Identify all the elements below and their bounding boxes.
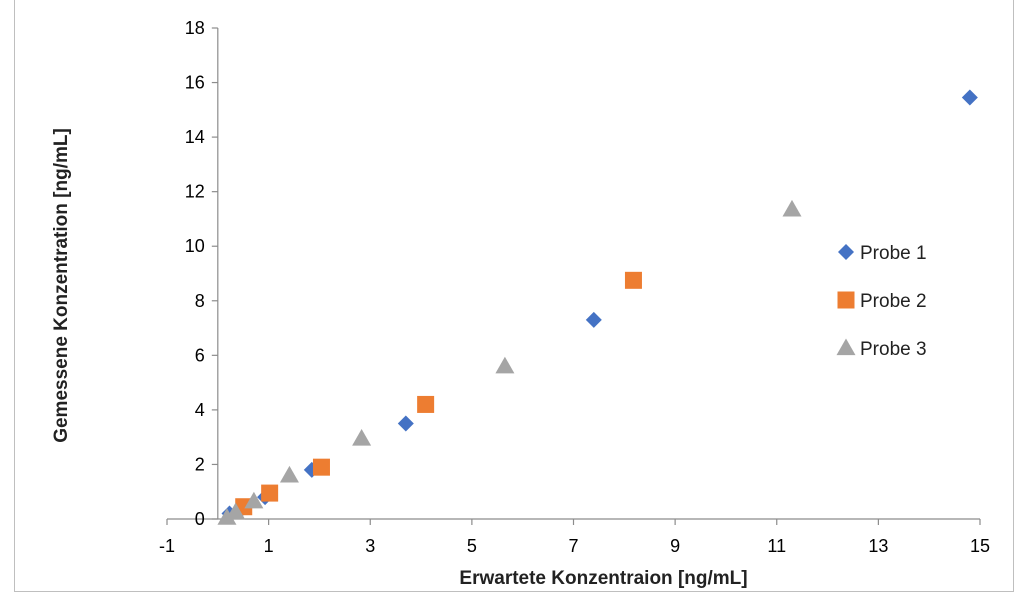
y-tick-label: 4 — [195, 400, 205, 420]
data-point-series-2 — [261, 484, 279, 502]
x-tick-label: 7 — [568, 536, 578, 556]
data-point-series-3 — [495, 356, 515, 374]
y-tick-label: 0 — [195, 509, 205, 529]
x-tick-label: 3 — [365, 536, 375, 556]
data-point-series-1 — [397, 415, 414, 432]
x-tick-label: 15 — [970, 536, 990, 556]
y-tick-label: 10 — [185, 236, 205, 256]
data-point-series-1 — [961, 89, 978, 106]
data-point-series-3 — [244, 491, 264, 509]
y-tick-label: 8 — [195, 291, 205, 311]
x-tick-label: 9 — [670, 536, 680, 556]
x-tick-label: 1 — [264, 536, 274, 556]
data-point-series-3 — [352, 429, 372, 446]
legend-label-series-2: Probe 2 — [860, 291, 927, 312]
data-point-series-3 — [782, 199, 802, 217]
x-tick-label: 13 — [868, 536, 888, 556]
x-tick-label: -1 — [159, 536, 175, 556]
legend-marker-series-1 — [838, 244, 854, 260]
x-tick-label: 11 — [767, 536, 786, 556]
y-tick-label: 14 — [185, 127, 205, 147]
data-point-series-3 — [217, 508, 237, 525]
y-axis-title: Gemessene Konzentration [ng/mL] — [51, 128, 72, 443]
x-tick-label: 5 — [467, 536, 477, 556]
legend-marker-series-3 — [836, 338, 856, 356]
data-point-series-3 — [279, 465, 299, 483]
y-tick-label: 6 — [195, 345, 205, 365]
x-axis-title: Erwartete Konzentraion [ng/mL] — [459, 568, 747, 589]
legend-marker-series-2 — [837, 291, 855, 309]
y-tick-label: 16 — [185, 73, 205, 93]
y-tick-label: 2 — [195, 454, 205, 474]
data-point-series-2 — [624, 271, 642, 289]
legend-label-series-1: Probe 1 — [860, 243, 927, 264]
data-point-series-1 — [585, 311, 602, 328]
y-tick-label: 18 — [185, 18, 205, 38]
data-point-series-2 — [417, 395, 435, 413]
legend-label-series-3: Probe 3 — [860, 339, 927, 360]
data-point-series-2 — [312, 458, 330, 476]
data-point-series-3 — [226, 502, 246, 520]
y-tick-label: 12 — [185, 182, 205, 202]
